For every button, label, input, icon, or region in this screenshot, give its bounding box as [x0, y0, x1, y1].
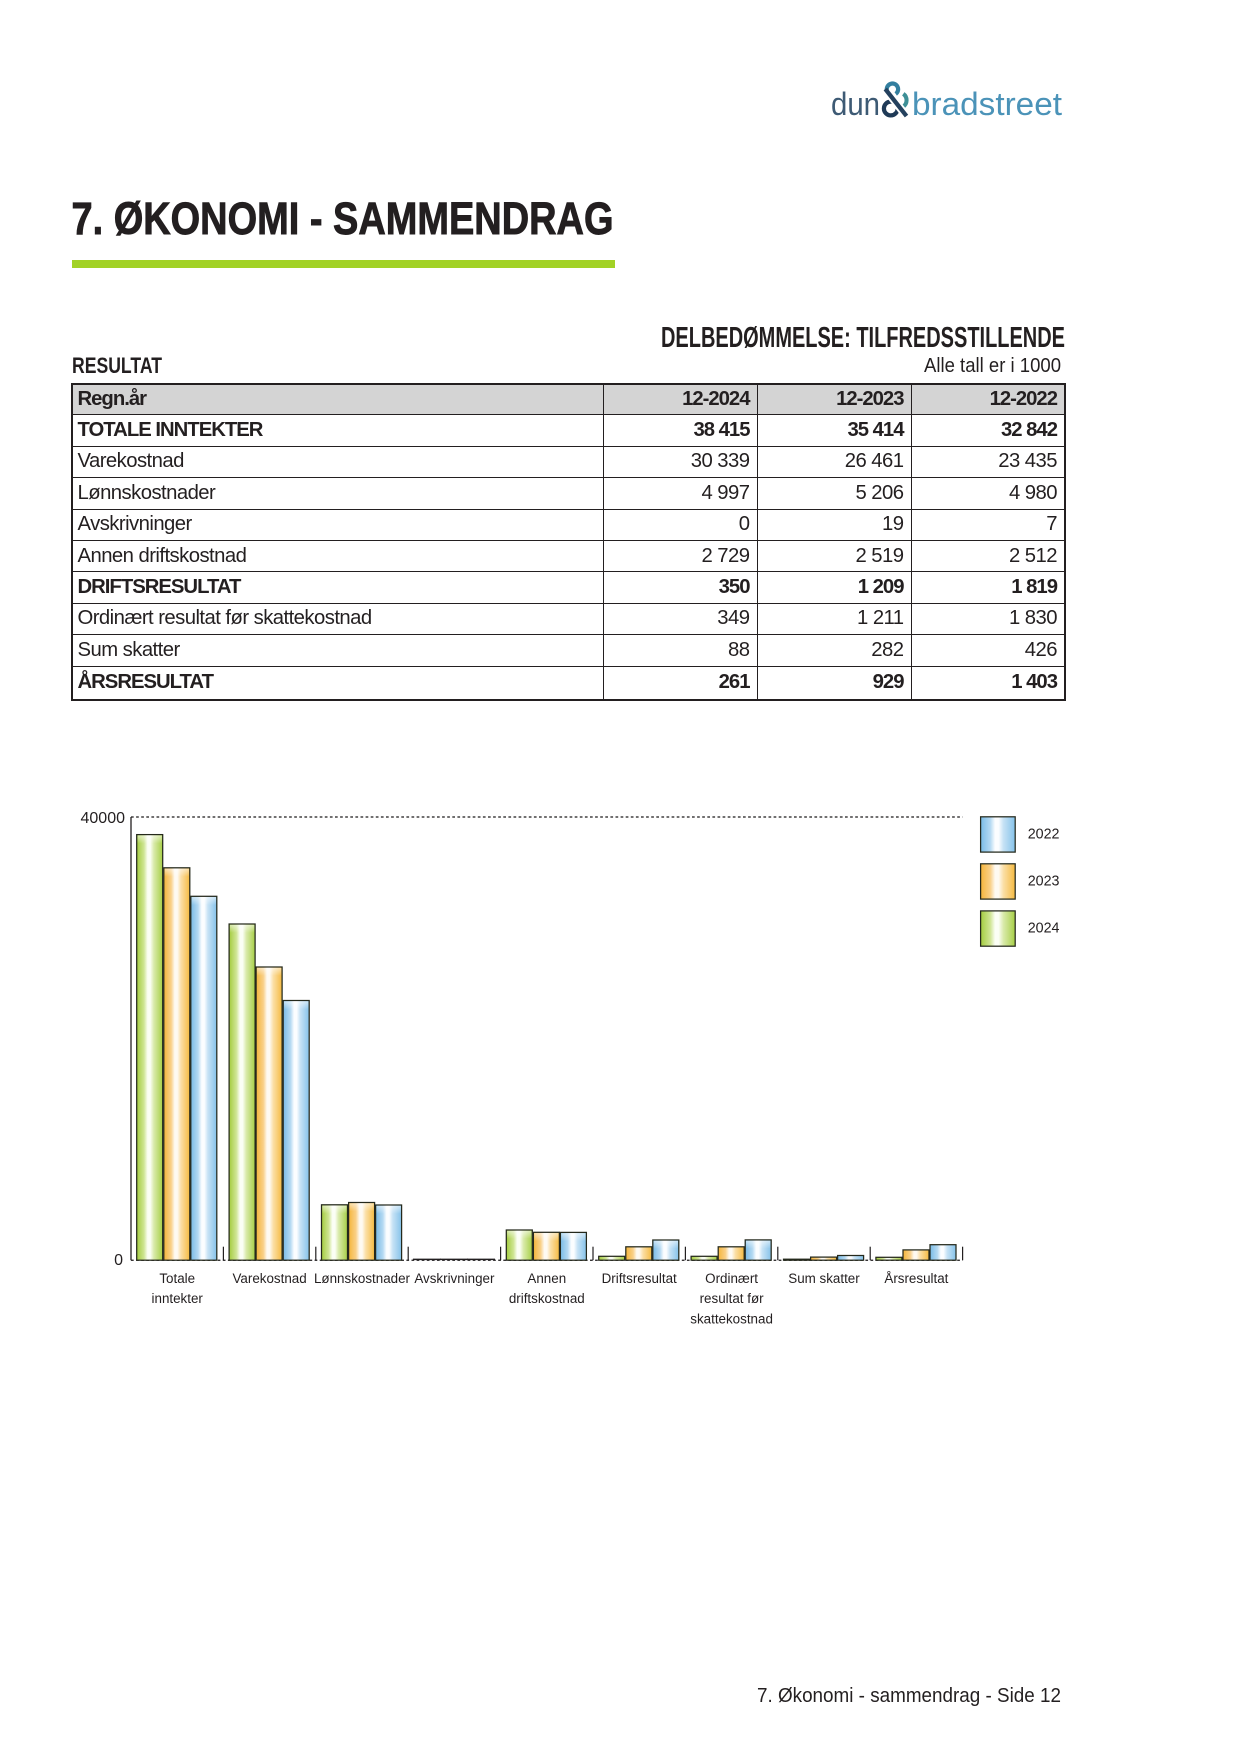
- svg-text:40000: 40000: [81, 810, 126, 827]
- svg-text:dun: dun: [831, 86, 880, 122]
- svg-text:inntekter: inntekter: [152, 1291, 204, 1306]
- svg-text:Årsresultat: Årsresultat: [884, 1271, 948, 1286]
- svg-text:Ordinært: Ordinært: [705, 1271, 758, 1286]
- svg-text:RESULTAT: RESULTAT: [72, 353, 162, 378]
- svg-text:Totale: Totale: [159, 1271, 195, 1286]
- svg-text:driftskostnad: driftskostnad: [509, 1291, 585, 1306]
- svg-text:bradstreet: bradstreet: [912, 86, 1062, 122]
- svg-text:7. Økonomi - sammendrag - Side: 7. Økonomi - sammendrag - Side 12: [757, 1684, 1061, 1707]
- svg-text:Lønnskostnader: Lønnskostnader: [314, 1271, 411, 1286]
- svg-text:skattekostnad: skattekostnad: [690, 1311, 773, 1326]
- svg-text:resultat før: resultat før: [700, 1291, 765, 1306]
- svg-text:Driftsresultat: Driftsresultat: [602, 1271, 677, 1286]
- svg-text:2023: 2023: [1028, 874, 1060, 890]
- svg-text:Avskrivninger: Avskrivninger: [414, 1271, 495, 1286]
- svg-text:2022: 2022: [1028, 827, 1060, 843]
- svg-text:Alle tall er i 1000: Alle tall er i 1000: [924, 354, 1061, 377]
- svg-text:Sum skatter: Sum skatter: [788, 1271, 860, 1286]
- svg-text:0: 0: [114, 1252, 123, 1269]
- svg-text:2024: 2024: [1028, 921, 1060, 937]
- svg-text:Varekostnad: Varekostnad: [232, 1271, 306, 1286]
- svg-text:Annen: Annen: [527, 1271, 566, 1286]
- svg-text:7. ØKONOMI - SAMMENDRAG: 7. ØKONOMI - SAMMENDRAG: [71, 193, 613, 244]
- svg-text:DELBEDØMMELSE: TILFREDSSTILLEN: DELBEDØMMELSE: TILFREDSSTILLENDE: [661, 322, 1065, 354]
